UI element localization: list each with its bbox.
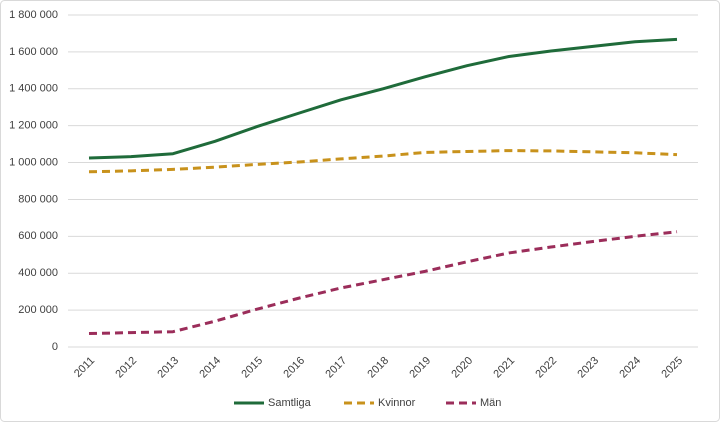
y-tick-label: 1 400 000 bbox=[9, 83, 58, 95]
y-tick-label: 1 200 000 bbox=[9, 120, 58, 132]
y-tick-label: 1 000 000 bbox=[9, 156, 58, 168]
legend-label: Kvinnor bbox=[378, 397, 416, 409]
y-tick-label: 400 000 bbox=[18, 267, 58, 279]
y-tick-label: 1 600 000 bbox=[9, 46, 58, 58]
legend-label: Samtliga bbox=[268, 397, 312, 409]
y-tick-label: 200 000 bbox=[18, 304, 58, 316]
series-line bbox=[88, 230, 678, 336]
y-tick-label: 800 000 bbox=[18, 193, 58, 205]
legend-label: Män bbox=[480, 397, 501, 409]
series-line bbox=[88, 149, 678, 174]
y-tick-label: 0 bbox=[52, 341, 58, 353]
series-line bbox=[88, 37, 678, 160]
y-tick-label: 600 000 bbox=[18, 230, 58, 242]
y-tick-label: 1 800 000 bbox=[9, 9, 58, 21]
